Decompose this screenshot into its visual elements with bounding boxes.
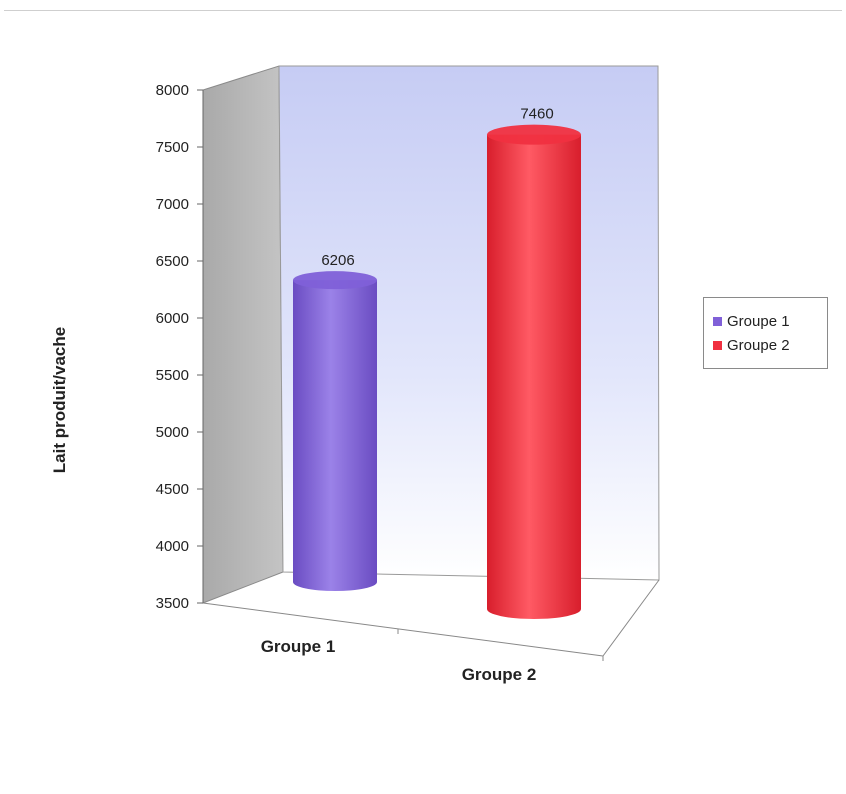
- bars: 6206 7460: [293, 106, 581, 619]
- data-label-bar-2: 7460: [520, 106, 553, 123]
- bar-2-body: [487, 134, 581, 619]
- y-tick-label-4000: 4000: [156, 538, 189, 555]
- y-tick-label-5500: 5500: [156, 367, 189, 384]
- y-tick-label-3500: 3500: [156, 595, 189, 612]
- x-tick-label-groupe-2: Groupe 2: [462, 665, 537, 684]
- legend-label-groupe-2: Groupe 2: [727, 336, 790, 354]
- y-tick-label-6500: 6500: [156, 253, 189, 270]
- legend-swatch-groupe-2: [713, 340, 722, 350]
- chart-side-wall: [202, 65, 284, 604]
- legend-item-groupe-2: Groupe 2: [704, 333, 827, 357]
- y-tick-label-5000: 5000: [156, 424, 189, 441]
- x-tick-label-groupe-1: Groupe 1: [261, 637, 336, 656]
- y-tick-label-4500: 4500: [156, 481, 189, 498]
- floor-right-edge: [602, 579, 660, 657]
- legend: Groupe 1 Groupe 2: [703, 297, 828, 369]
- y-tick-label-8000: 8000: [156, 82, 189, 99]
- bar-1: 6206: [293, 252, 377, 591]
- data-label-bar-1: 6206: [321, 252, 354, 269]
- chart-frame: [4, 10, 842, 790]
- legend-item-groupe-1: Groupe 1: [704, 309, 827, 333]
- legend-label-groupe-1: Groupe 1: [727, 312, 790, 330]
- bar-1-body: [293, 280, 377, 591]
- y-tick-label-6000: 6000: [156, 310, 189, 327]
- floor-front-edge: [202, 602, 604, 657]
- y-axis-title: Lait produit/vache: [50, 327, 69, 473]
- bar-2: 7460: [487, 106, 581, 619]
- y-tick-label-7000: 7000: [156, 196, 189, 213]
- y-ticks: 3500 4000 4500 5000 5500 6000 6500 7000 7500 8000: [156, 82, 203, 612]
- bar-2-top: [487, 124, 581, 145]
- legend-swatch-groupe-1: [713, 316, 722, 326]
- bar-1-top: [293, 271, 377, 290]
- y-tick-label-7500: 7500: [156, 139, 189, 156]
